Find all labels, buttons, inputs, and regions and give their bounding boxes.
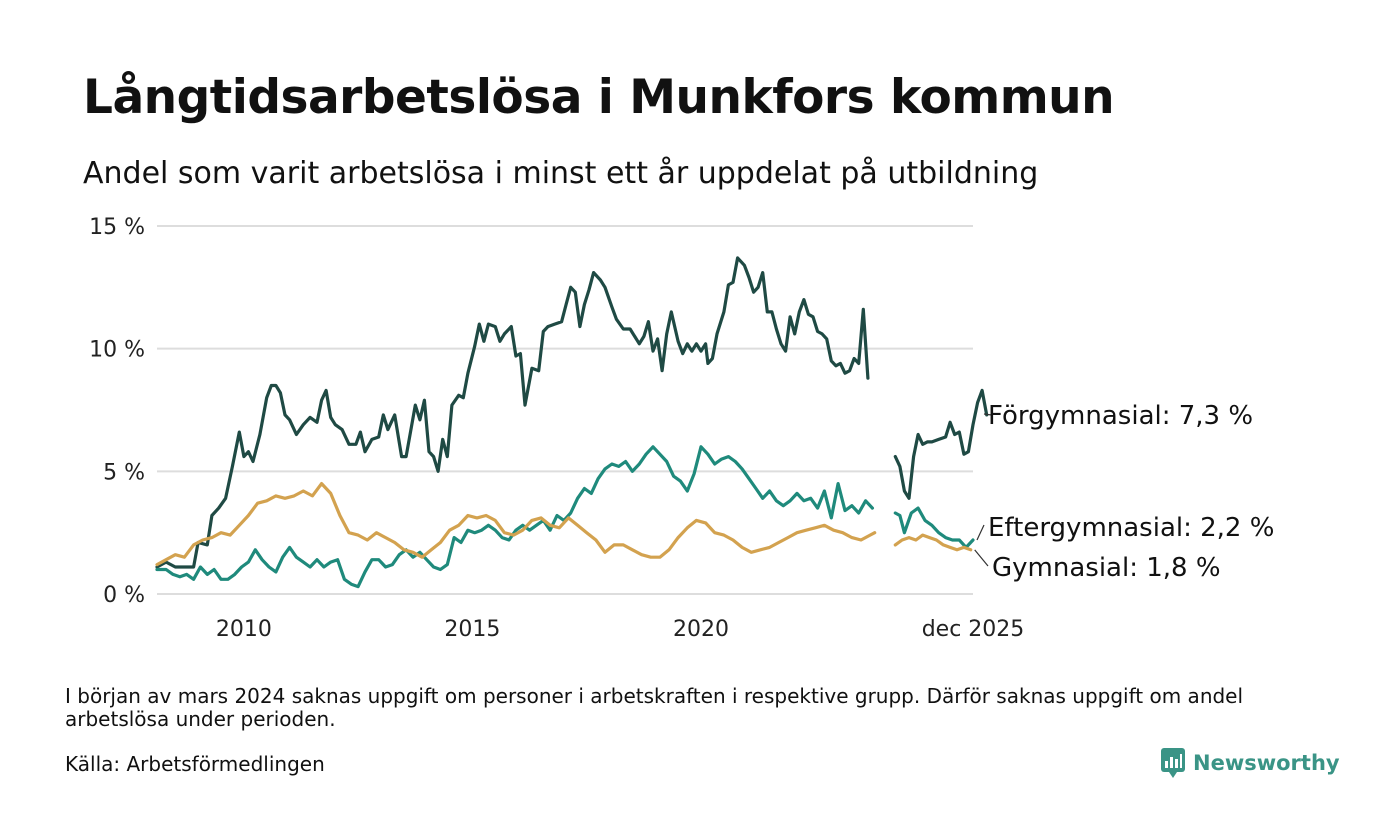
y-tick-label: 0 %	[103, 583, 145, 608]
series-line-eftergymnasial-before-gap	[155, 445, 874, 589]
x-tick-label: 2020	[673, 617, 729, 642]
x-tick-label: 2015	[444, 617, 500, 642]
end-label-gymnasial: Gymnasial: 1,8 %	[992, 553, 1221, 583]
chart-subtitle: Andel som varit arbetslösa i minst ett å…	[83, 156, 1039, 191]
y-tick-label: 15 %	[89, 215, 145, 240]
end-label-eftergymnasial: Eftergymnasial: 2,2 %	[988, 513, 1274, 543]
series-line-gymnasial-after-gap	[893, 533, 973, 552]
x-tick-label: dec 2025	[922, 617, 1025, 642]
end-label-forgymnasial: Förgymnasial: 7,3 %	[988, 401, 1253, 431]
end-label-leader	[976, 524, 985, 541]
newsworthy-logo-icon	[1161, 748, 1185, 778]
series-line-forgymnasial-before-gap	[155, 256, 870, 569]
series-line-forgymnasial-after-gap	[893, 388, 989, 500]
x-tick-label: 2010	[216, 617, 272, 642]
chart-note: I början av mars 2024 saknas uppgift om …	[65, 684, 1244, 731]
y-tick-label: 5 %	[103, 460, 145, 485]
series-line-eftergymnasial-after-gap	[893, 506, 975, 549]
newsworthy-logo-text: Newsworthy	[1193, 751, 1340, 775]
end-label-leader	[974, 549, 989, 567]
chart-source: Källa: Arbetsförmedlingen	[65, 752, 325, 776]
newsworthy-logo[interactable]: Newsworthy	[1161, 748, 1340, 778]
series-line-gymnasial-before-gap	[155, 482, 877, 567]
end-label-leader	[983, 413, 991, 416]
chart-title: Långtidsarbetslösa i Munkfors kommun	[83, 70, 1115, 125]
y-tick-label: 10 %	[89, 338, 145, 363]
line-chart: 0 % 5 % 10 % 15 % 2010 2015 2020 dec 2025 Förg…	[89, 215, 1274, 642]
